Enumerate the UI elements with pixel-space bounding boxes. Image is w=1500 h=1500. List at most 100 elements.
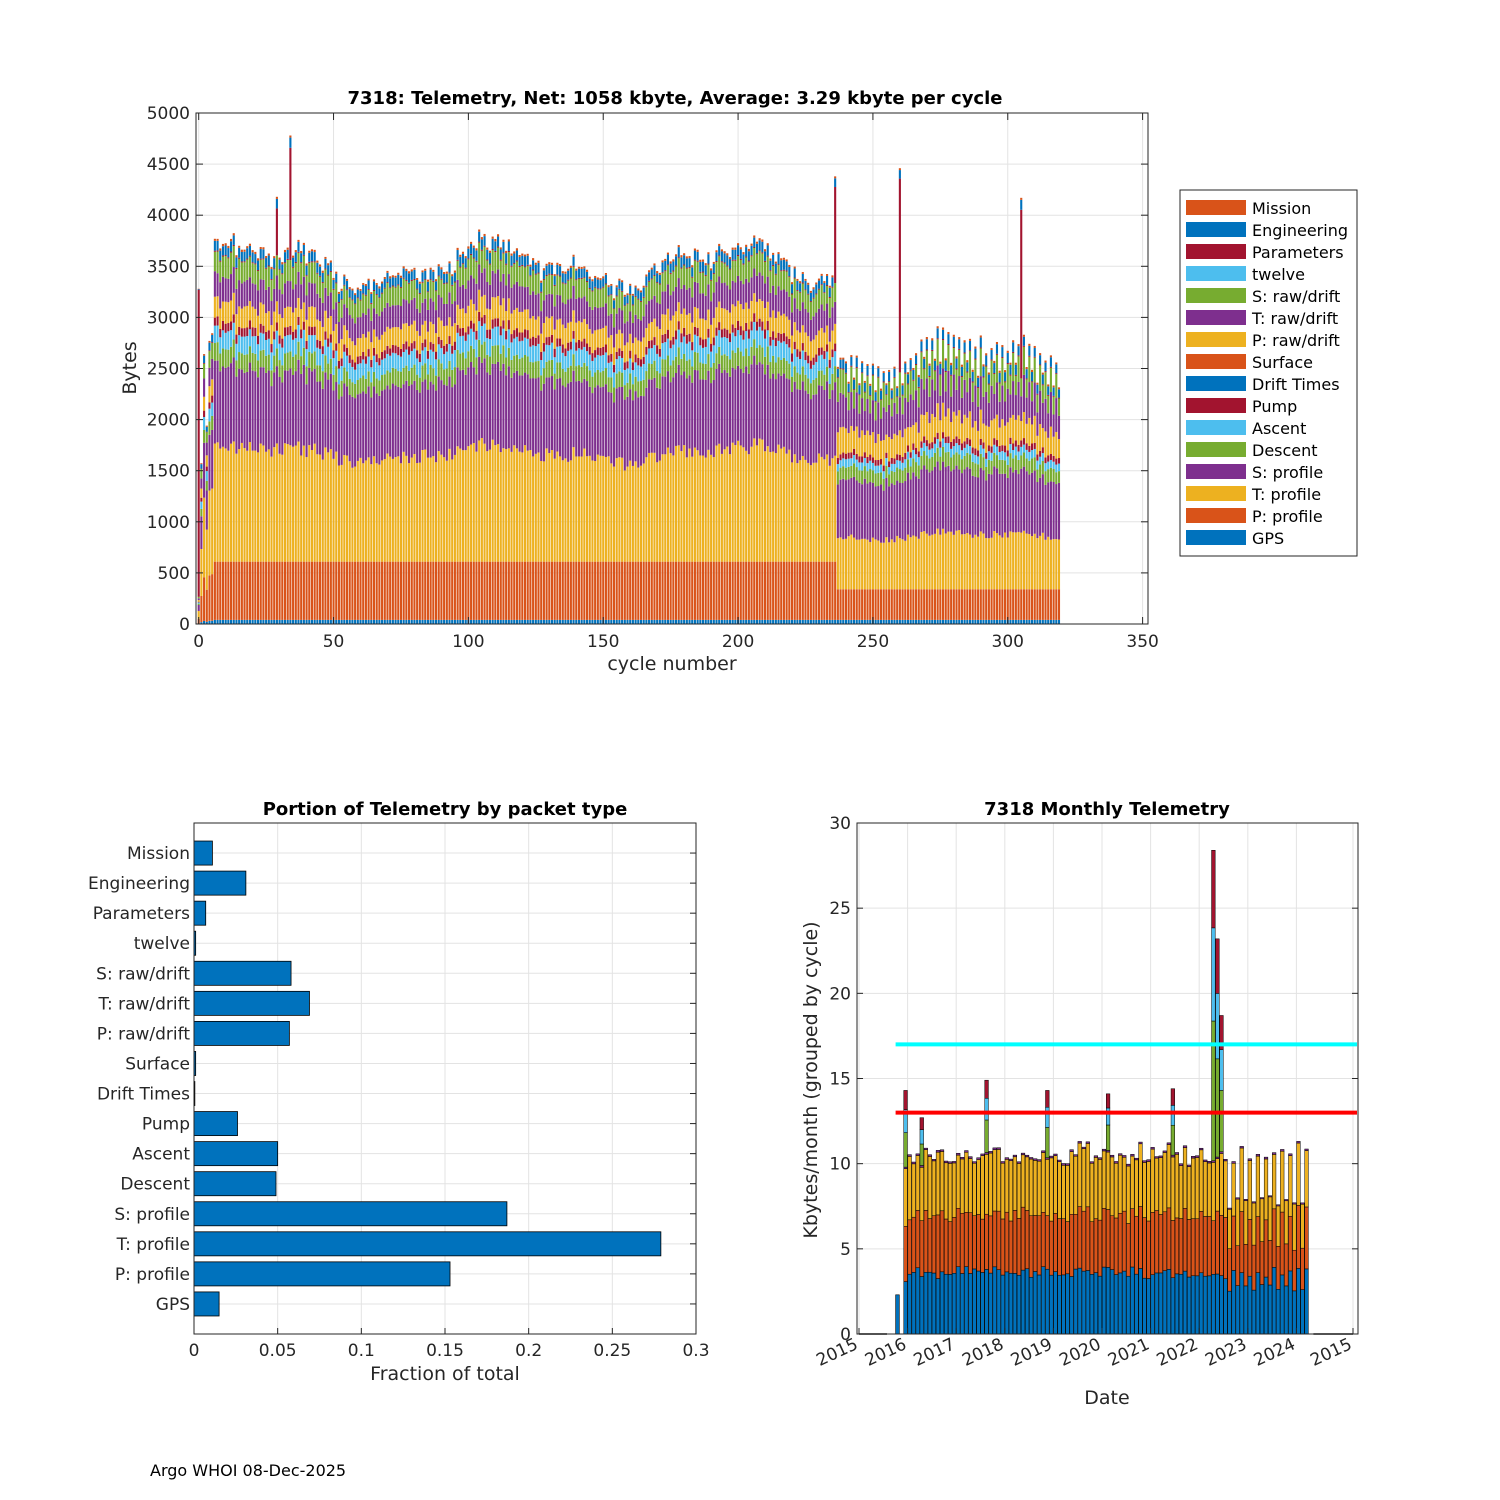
c1-bar-segment [688, 268, 691, 288]
c1-bar-segment [219, 260, 222, 262]
c1-bar-segment [378, 316, 381, 340]
c3-xtick-label: 2019 [1008, 1334, 1056, 1370]
c1-bar-segment [755, 445, 758, 562]
c1-bar-segment [561, 561, 564, 620]
c1-bar-segment [550, 561, 554, 620]
c1-bar-segment [343, 367, 346, 384]
c1-legend-swatch [1186, 508, 1246, 523]
c1-bar-segment [567, 280, 570, 300]
c1-bar-segment [707, 561, 710, 620]
c3-bar-segment [1268, 1195, 1273, 1198]
c3-bar-segment [1057, 1218, 1062, 1276]
c1-bar-segment [941, 339, 945, 341]
c1-bar-segment [418, 561, 421, 620]
c1-bar-segment [639, 301, 643, 321]
c1-bar-segment [510, 253, 513, 256]
c1-bar-segment [478, 264, 481, 290]
c1-bar-segment [941, 329, 945, 340]
c3-bar-segment [1081, 1146, 1086, 1149]
c1-bar-segment [397, 327, 400, 347]
c1-bar-segment [731, 280, 734, 305]
c3-reference-lines [895, 1042, 1357, 1115]
c1-bar-segment [599, 289, 602, 308]
c1-bar-segment [313, 368, 316, 444]
c1-bar-segment [308, 252, 311, 262]
c1-bar-segment [383, 277, 386, 279]
c1-bar-segment [871, 457, 874, 463]
c1-bar-segment [362, 391, 365, 464]
c1-bar-segment [788, 449, 791, 562]
c1-xtick-label: 350 [1126, 632, 1158, 652]
c1-bar-segment [826, 325, 829, 345]
c1-bar-segment [850, 355, 853, 358]
c1-bar-segment [256, 290, 260, 316]
c1-bar-segment [305, 276, 308, 296]
c1-bar-segment [256, 258, 260, 261]
c3-bar-segment [1085, 1206, 1090, 1271]
c1-bar-segment [575, 270, 578, 280]
c1-bar-segment [432, 351, 435, 369]
c1-bar-segment [939, 363, 942, 375]
c1-bar-segment [332, 279, 335, 289]
c1-bar-segment [332, 350, 335, 359]
c1-bar-segment [461, 369, 465, 451]
c1-bar-segment [497, 619, 500, 624]
c3-bar-segment [1106, 1093, 1111, 1109]
c1-bar-segment [793, 266, 796, 269]
c1-bar-segment [386, 370, 389, 386]
c1-bar-segment [801, 273, 804, 283]
c1-bar-segment [658, 283, 661, 285]
c1-bar-segment [852, 476, 856, 538]
c1-bar-segment [464, 619, 467, 624]
c3-bar-segment [1033, 1271, 1038, 1335]
c1-bar-segment [230, 274, 233, 301]
c1-bar-segment [1025, 367, 1028, 370]
c3-ytick-label: 10 [829, 1155, 851, 1175]
c1-bar-segment [750, 245, 753, 256]
c1-bar-segment [267, 255, 270, 266]
c1-bar-segment [1039, 390, 1042, 425]
c1-bar-segment [429, 269, 432, 280]
c1-bar-segment [348, 338, 351, 356]
c1-legend-label: Descent [1252, 441, 1318, 460]
c1-bar-segment [645, 346, 648, 355]
c1-bar-segment [327, 346, 330, 364]
c1-bar-segment [1057, 619, 1061, 624]
c1-bar-segment [674, 445, 678, 562]
c1-bar-segment [947, 408, 950, 437]
c1-bar-segment [308, 351, 311, 368]
c1-bar-segment [319, 561, 322, 620]
c3-bar-segment [1037, 1274, 1042, 1335]
c1-bar-segment [270, 386, 273, 457]
c1-bar-segment [917, 377, 920, 387]
c1-bar-segment [213, 271, 216, 297]
c1-bar-segment [968, 468, 972, 535]
c1-bar-segment [588, 386, 591, 456]
c1-bar-segment [599, 307, 602, 329]
c1-bar-segment [952, 346, 955, 349]
c1-bar-segment [1030, 401, 1034, 425]
c1-bar-segment [321, 353, 324, 372]
c1-bar-segment [310, 249, 314, 252]
c1-bar-segment [537, 335, 540, 344]
c1-bar-segment [445, 561, 448, 620]
c1-bar-segment [246, 259, 249, 280]
c2-grid [193, 823, 697, 1334]
c1-bar-segment [1025, 443, 1028, 450]
c1-bar-segment [480, 250, 483, 273]
c1-bar-segment [1039, 355, 1042, 365]
c1-bar-segment [532, 269, 535, 271]
c1-bar-segment [677, 257, 680, 259]
c1-bar-segment [1022, 530, 1025, 590]
c1-bar-segment [666, 447, 669, 562]
c1-bar-segment [1052, 461, 1055, 469]
c1-bar-segment [515, 328, 518, 337]
c3-bar-segment [1069, 1151, 1074, 1215]
c1-bar-segment [203, 354, 206, 356]
c1-bar-segment [1044, 471, 1047, 485]
c1-bar-segment [375, 313, 378, 337]
c1-bar-segment [920, 414, 923, 442]
c1-xtick-label: 300 [992, 632, 1024, 652]
c1-bar-segment [297, 297, 300, 317]
c1-bar-segment [289, 147, 292, 261]
